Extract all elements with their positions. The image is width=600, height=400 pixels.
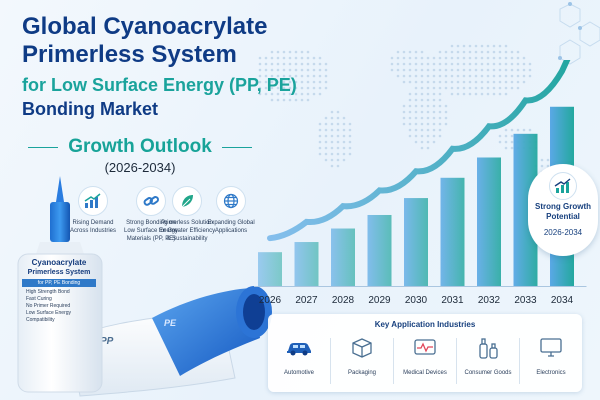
industry-consumer-goods: Consumer Goods [457,334,519,376]
hexagon-pattern-decoration [558,2,600,65]
trend-arrow [267,60,571,242]
industry-medical-devices: Medical Devices [394,334,456,376]
leaf-icon [172,186,202,216]
feature-strong-bonding: Strong Bonding on Low Surface Energy Mat… [122,186,180,243]
pp-material-label: PP [100,336,114,347]
bar-2028 [331,228,355,286]
globe-icon [216,186,246,216]
box-icon [331,334,393,362]
bar-growth-icon [78,186,108,216]
feature-text: Strong Bonding on Low Surface Energy Mat… [123,220,179,242]
key-industries-panel: Key Application Industries Automotive Pa… [268,314,582,392]
x-tick-label: 2027 [295,295,318,306]
industry-label: Electronics [536,370,566,376]
industry-electronics: Electronics [520,334,582,376]
outlook-divider-left [28,147,58,148]
title-line-4: Bonding Market [22,99,159,119]
x-tick-label: 2026 [259,295,282,306]
bottles-icon [457,334,519,362]
car-icon [268,334,330,362]
product-bullet: Fast Curing [26,296,52,302]
bar-2026 [258,252,282,286]
feature-text: Primerless Solution for Greater Efficien… [158,220,216,242]
badge-title: Strong Growth Potential [535,202,591,221]
industry-label: Packaging [347,370,377,376]
product-bullet: Low Surface Energy Compatibility [26,310,72,323]
feature-text: Expanding Global Applications [207,220,255,234]
industry-automotive: Automotive [268,334,330,376]
outlook-divider-right [222,147,252,148]
badge-range: 2026-2034 [543,228,583,237]
bar-2031 [440,177,465,286]
computer-icon [520,334,582,362]
industry-divider [519,338,520,384]
title-line-2: Primerless System [22,41,237,68]
industry-packaging: Packaging [331,334,393,376]
outlook-range: (2026-2034) [104,160,176,175]
outlook-heading: Growth Outlook [68,136,212,157]
bar-2029 [367,214,392,286]
trend-up-icon [549,172,577,200]
industry-divider [393,338,394,384]
product-bullet: No Primer Required [26,303,71,309]
x-tick-label: 2030 [405,295,428,306]
product-bullet: High Strength Bond [26,289,70,295]
industries-title: Key Application Industries [374,320,476,329]
industry-label: Consumer Goods [464,370,512,376]
bottle-label: Cyanoacrylate Primerless System for PP, … [18,258,100,324]
industry-label: Automotive [283,370,314,376]
growth-potential-badge: Strong Growth Potential 2026-2034 [528,164,598,256]
bar-2030 [404,198,428,286]
x-tick-label: 2031 [441,295,464,306]
x-tick-label: 2029 [368,295,391,306]
x-tick-label: 2032 [478,295,501,306]
product-tag: for PP, PE Bonding [22,279,96,287]
world-map-background [258,44,568,180]
bar-2032 [477,157,501,286]
link-chain-icon [136,186,166,216]
adhesive-bottle-image [17,176,103,393]
feature-primerless: Primerless Solution for Greater Efficien… [158,186,216,243]
title-line-1: Global Cyanoacrylate [22,13,268,40]
pe-material-label: PE [164,318,177,328]
feature-rising-demand: Rising Demand Across Industries [64,186,122,235]
x-tick-label: 2028 [332,295,355,306]
product-name-2: Primerless System [27,269,91,276]
outlook-heading-row: Growth Outlook [22,136,258,158]
industry-label: Medical Devices [403,370,447,376]
title-line-3: for Low Surface Energy (PP, PE) [22,75,297,95]
medical-monitor-icon [394,334,456,362]
industry-divider [456,338,457,384]
feature-text: Rising Demand Across Industries [69,220,117,234]
bar-2027 [294,242,319,286]
product-name-1: Cyanoacrylate [31,258,87,267]
feature-global-applications: Expanding Global Applications [202,186,260,235]
pp-pe-material-sheets [69,286,272,397]
x-tick-label: 2033 [514,295,537,306]
x-tick-label: 2034 [551,295,574,306]
industry-divider [330,338,331,384]
